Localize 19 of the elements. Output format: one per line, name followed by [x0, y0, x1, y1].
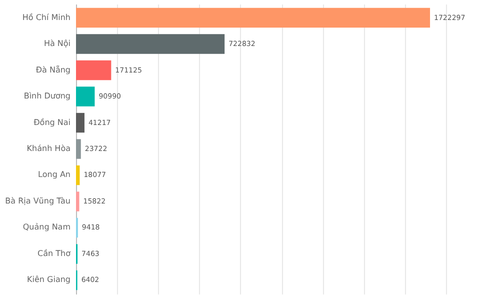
y-tick-label: Hà Nội — [44, 39, 70, 48]
bar — [76, 8, 430, 28]
y-tick-label: Long An — [38, 170, 70, 180]
bar — [76, 112, 84, 133]
y-tick-label: Bà Rịa Vũng Tàu — [5, 196, 70, 206]
y-tick-label: Đà Nẵng — [36, 65, 70, 74]
y-tick-label: Cần Thơ — [38, 248, 71, 258]
bar — [76, 34, 225, 54]
y-tick-label: Hồ Chí Minh — [22, 12, 70, 22]
bar — [76, 139, 81, 159]
bar — [76, 86, 95, 106]
bar — [76, 60, 112, 80]
y-tick-label: Đồng Nai — [34, 118, 70, 127]
y-tick-label: Khánh Hòa — [26, 144, 71, 153]
bar — [76, 192, 80, 212]
bar — [76, 165, 80, 186]
y-tick-label: Kiên Giang — [27, 275, 70, 284]
y-tick-label: Quảng Nam — [22, 222, 71, 232]
y-tick-label: Bình Dương — [24, 92, 70, 101]
